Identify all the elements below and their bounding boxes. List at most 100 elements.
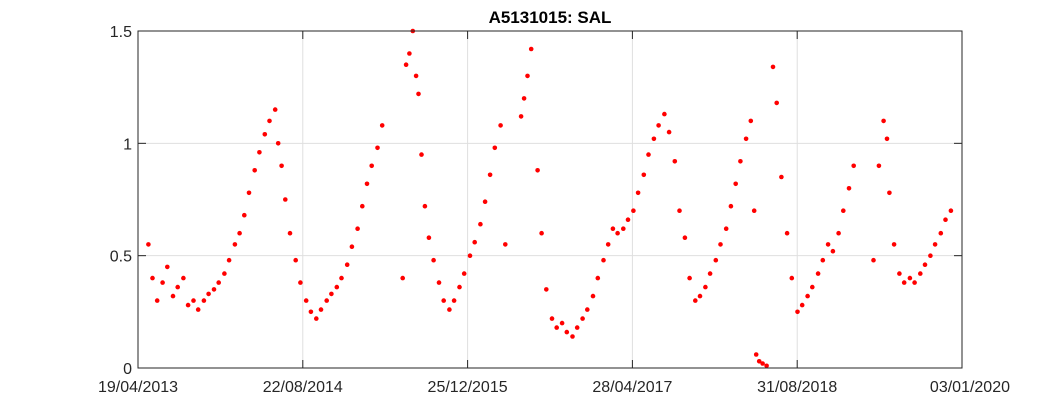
- data-point: [407, 51, 412, 56]
- data-point: [662, 111, 667, 117]
- data-point: [478, 221, 483, 227]
- data-point: [160, 280, 165, 285]
- data-point: [492, 145, 498, 151]
- data-point: [185, 302, 191, 308]
- x-tick-label: 19/04/2013: [98, 379, 178, 396]
- data-point: [846, 186, 852, 191]
- data-point: [907, 275, 913, 281]
- data-point: [751, 208, 757, 213]
- data-point: [928, 253, 933, 258]
- x-tick-labels: 19/04/2013 22/08/2014 25/12/2015 28/04/2017…: [98, 379, 1010, 396]
- data-point: [436, 280, 442, 285]
- data-point: [413, 73, 419, 79]
- data-point: [887, 190, 892, 196]
- data-point: [467, 253, 473, 258]
- data-point: [441, 298, 447, 303]
- y-tick-label: 1.5: [110, 24, 132, 41]
- data-point: [375, 145, 380, 151]
- data-point: [943, 217, 948, 222]
- data-point: [672, 159, 678, 164]
- data-point: [554, 325, 559, 330]
- data-point: [687, 275, 692, 281]
- data-point: [482, 199, 488, 204]
- data-point: [521, 96, 527, 101]
- data-point: [656, 123, 661, 128]
- data-point: [175, 284, 180, 290]
- x-tick-label: 03/01/2020: [930, 379, 1010, 396]
- data-point: [201, 298, 207, 303]
- x-tick-label: 31/08/2018: [757, 379, 837, 396]
- data-point: [503, 242, 508, 247]
- data-point: [431, 257, 436, 263]
- data-point: [262, 132, 268, 137]
- data-point: [237, 230, 242, 236]
- data-point: [461, 271, 467, 276]
- data-point: [518, 114, 524, 119]
- data-point: [426, 235, 432, 240]
- data-point: [713, 257, 719, 263]
- chart-title: A5131015: SAL: [489, 8, 612, 27]
- data-point: [666, 129, 672, 135]
- data-point: [339, 275, 344, 281]
- y-tick-label: 0: [123, 361, 132, 378]
- data-point: [369, 163, 375, 169]
- data-point: [226, 257, 232, 263]
- data-point: [601, 257, 606, 263]
- data-point: [641, 172, 647, 178]
- data-point: [272, 107, 278, 112]
- data-point: [815, 271, 821, 276]
- data-point: [535, 168, 540, 173]
- data-point: [897, 271, 902, 276]
- data-point: [948, 208, 954, 213]
- data-point: [150, 275, 155, 281]
- data-point: [728, 203, 734, 209]
- x-tick-label: 22/08/2014: [263, 379, 343, 396]
- data-point: [912, 280, 917, 285]
- data-point: [275, 141, 281, 146]
- data-point: [590, 293, 596, 299]
- data-point: [646, 152, 651, 157]
- data-point: [651, 136, 657, 142]
- data-point: [279, 163, 284, 169]
- data-point: [635, 190, 641, 196]
- data-point: [795, 309, 800, 315]
- data-point: [580, 316, 585, 321]
- data-point: [287, 230, 293, 236]
- data-point: [621, 226, 626, 231]
- data-point: [498, 123, 503, 128]
- data-point: [851, 163, 856, 169]
- data-point: [891, 242, 897, 247]
- data-point: [451, 298, 457, 303]
- data-point: [784, 230, 790, 236]
- data-point: [748, 118, 754, 124]
- data-point: [876, 163, 882, 169]
- data-point: [693, 298, 698, 303]
- y-tick-label: 0.5: [110, 249, 132, 266]
- data-point: [457, 284, 462, 290]
- data-point: [703, 284, 708, 290]
- data-point: [355, 226, 360, 231]
- data-point: [836, 230, 841, 236]
- data-point: [419, 152, 424, 157]
- data-point: [242, 212, 247, 218]
- data-point: [884, 136, 890, 142]
- data-point: [585, 307, 590, 312]
- data-point: [403, 62, 409, 67]
- data-point: [318, 307, 324, 312]
- data-point: [222, 271, 227, 276]
- data-point: [743, 136, 749, 142]
- data-point: [206, 291, 211, 297]
- data-point: [283, 197, 288, 202]
- x-tick-label: 28/04/2017: [592, 379, 672, 396]
- data-point: [938, 230, 944, 236]
- data-point: [487, 172, 493, 178]
- data-point: [400, 275, 406, 281]
- data-points: [146, 28, 954, 369]
- data-point: [324, 298, 330, 303]
- data-point: [181, 275, 186, 281]
- data-point: [723, 226, 729, 231]
- data-point: [360, 203, 365, 209]
- data-point: [677, 208, 682, 213]
- data-point: [799, 302, 805, 308]
- data-point: [574, 325, 580, 330]
